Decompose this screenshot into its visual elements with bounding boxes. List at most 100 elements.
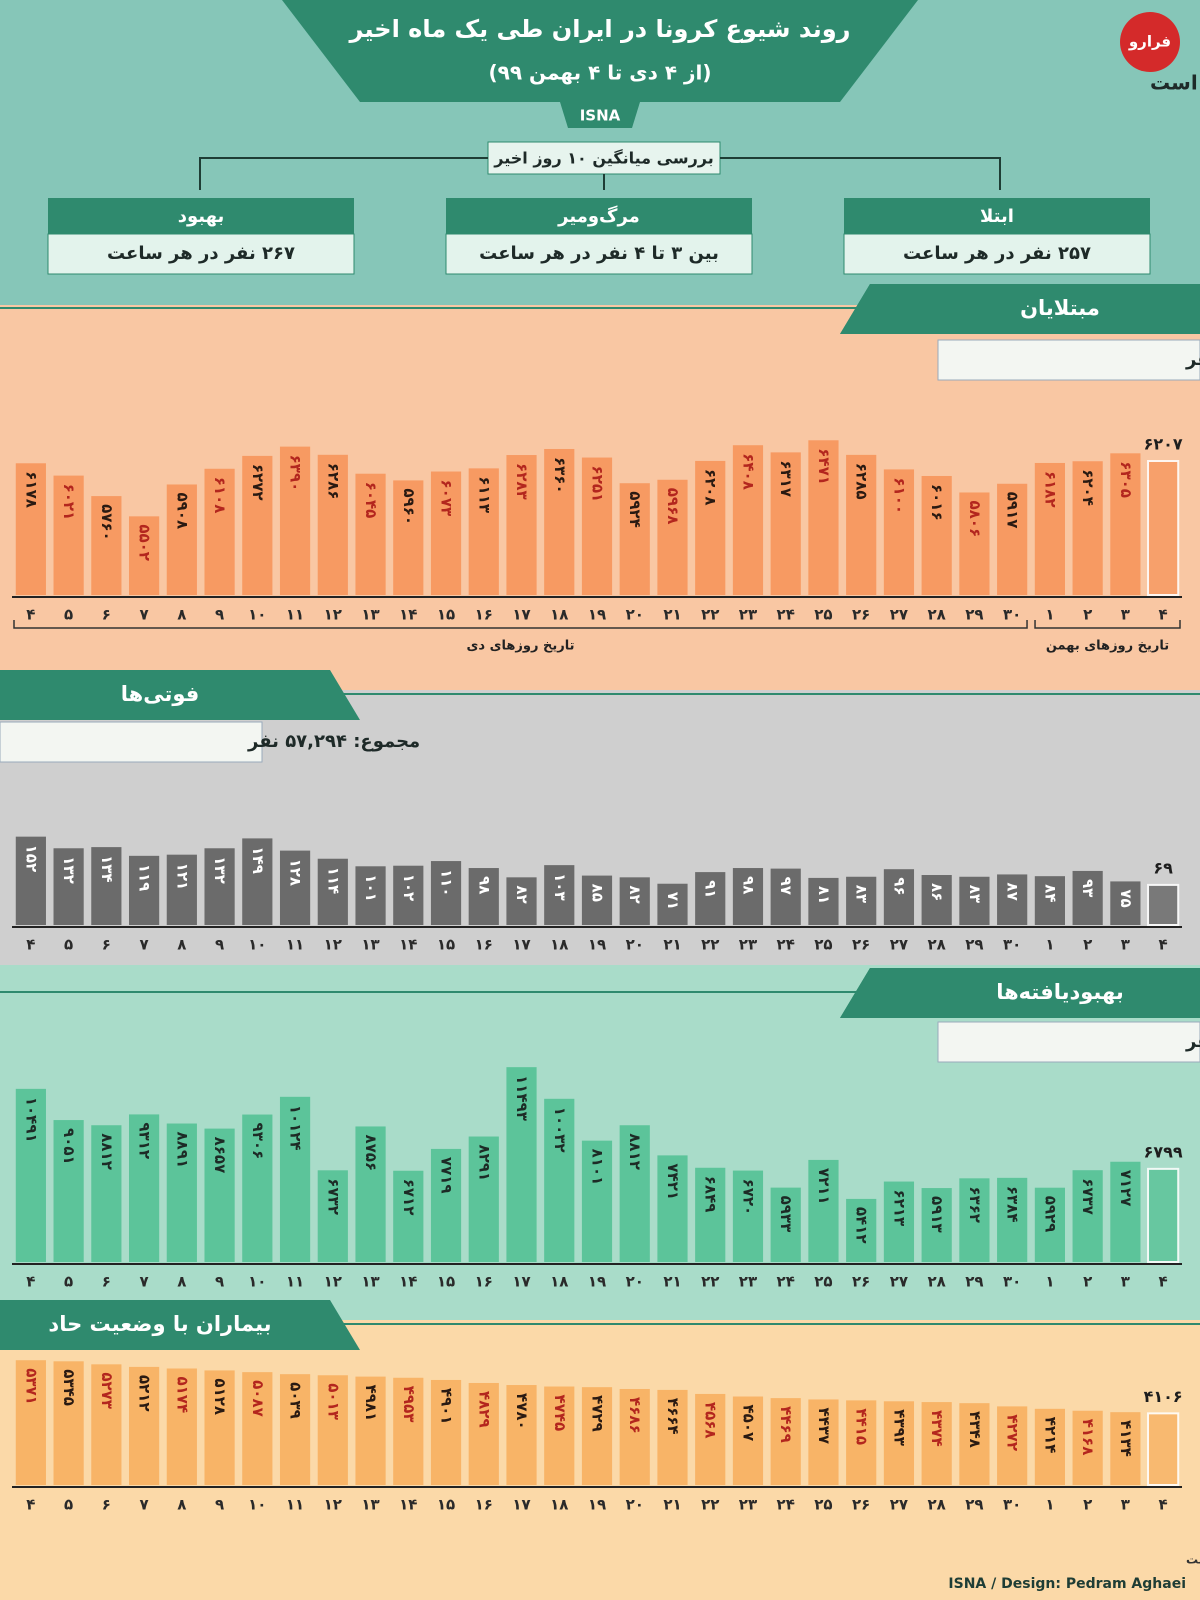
bar (1034, 876, 1065, 925)
value-label: ۴۴۱۵ (853, 1408, 871, 1445)
x-tick-label: ۲۴ (777, 606, 795, 624)
value-label: ۶۰۴۵ (362, 482, 380, 519)
bar (91, 496, 122, 595)
value-label: ۱۰۰۳۲ (551, 1107, 569, 1153)
bar (166, 1123, 197, 1262)
bar (430, 471, 462, 595)
value-label: ۶۳۶۲ (966, 1186, 984, 1223)
value-label: ۴۶۶۴ (664, 1398, 682, 1435)
x-tick-label: ۴ (26, 1273, 35, 1291)
x-tick-label: ۵ (64, 1273, 73, 1291)
title-banner (282, 0, 918, 102)
summary-box: مرگ‌ومیر بین ۳ تا ۴ نفر در هر ساعت (445, 198, 753, 275)
x-tick-label: ۱۹ (588, 1273, 606, 1291)
x-tick-label: ۱۶ (475, 606, 493, 624)
value-label: ۶۲۰۴ (1079, 469, 1097, 506)
x-tick-label: ۲۲ (701, 606, 719, 624)
x-tick-label: ۲۵ (814, 936, 832, 954)
value-label: ۱۱۴۹۳ (513, 1075, 531, 1121)
value-label: ۴۲۷۲ (1004, 1414, 1022, 1451)
value-label: ۵۷۶۰ (98, 504, 116, 541)
bar (53, 848, 84, 925)
value-label: ۸۶۵۷ (211, 1137, 229, 1174)
bar (1034, 462, 1065, 595)
chart: مبتلایان مجموع: ۱,۳۶۷,۰۳۲ نفر ۴ ۶۱۷۸ ۵ ۶۰۲۱ ۶ ۵… (0, 284, 1200, 654)
x-tick-label: ۱۷ (512, 1496, 530, 1514)
logo-badge (1120, 12, 1180, 72)
value-label: ۶۷۹۹ (1144, 1142, 1183, 1161)
value-label: ۵۱۷۴ (173, 1376, 191, 1413)
x-tick-label: ۲۲ (701, 1273, 719, 1291)
x-tick-label: ۱۸ (550, 936, 568, 954)
bar (997, 1406, 1028, 1485)
bar (657, 1155, 688, 1262)
value-label: ۸۷۵۶ (362, 1134, 380, 1171)
section-title: مبتلایان (1020, 296, 1100, 320)
bar (581, 1140, 613, 1262)
bar (129, 855, 160, 925)
bar (506, 455, 537, 595)
x-tick-label: ۶ (102, 1273, 111, 1291)
value-label: ۴۹۰۱ (438, 1388, 456, 1425)
value-label: ۶۴۷۱ (815, 448, 833, 485)
bar (166, 1368, 197, 1485)
value-label: ۶۱۸۲ (1041, 471, 1059, 508)
value-label: ۵۹۶۸ (664, 488, 682, 525)
x-tick-label: ۱۱ (286, 1496, 304, 1514)
bar (242, 455, 273, 595)
bar (1072, 1410, 1103, 1485)
bar (279, 1374, 311, 1485)
x-tick-label: ۲۴ (777, 1273, 795, 1291)
value-label: ۴۷۲۹ (589, 1395, 607, 1432)
x-tick-label: ۱۴ (399, 1496, 417, 1514)
bar (317, 1170, 348, 1262)
bar (279, 850, 311, 925)
bar (1110, 1161, 1141, 1262)
x-tick-label: ۸ (177, 606, 186, 624)
x-tick-label: ۲۹ (965, 936, 983, 954)
x-tick-label: ۹ (215, 1496, 224, 1514)
x-tick-label: ۹ (215, 606, 224, 624)
bar (468, 468, 499, 595)
bar (1147, 1412, 1180, 1487)
bar (619, 877, 650, 925)
bar (15, 463, 46, 595)
x-tick-label: ۱ (1045, 1273, 1054, 1291)
bar (732, 1170, 764, 1262)
x-tick-label: ۳ (1121, 1496, 1130, 1514)
x-tick-label: ۴ (1159, 936, 1168, 954)
x-tick-label: ۴ (1159, 1496, 1168, 1514)
bar (581, 1387, 613, 1485)
bar (695, 460, 726, 595)
x-tick-label: ۸ (177, 1496, 186, 1514)
bar (808, 877, 839, 925)
bar (15, 1088, 46, 1262)
bar (959, 492, 990, 595)
bar (468, 1136, 499, 1262)
bar (430, 1148, 462, 1262)
x-tick-label: ۱۷ (512, 1273, 530, 1291)
bar (129, 1366, 160, 1485)
value-label: ۷۲۱۱ (815, 1168, 833, 1205)
bar (657, 479, 688, 595)
x-tick-label: ۱۹ (588, 606, 606, 624)
value-label: ۷۷۱۹ (438, 1157, 456, 1194)
x-tick-label: ۹ (215, 936, 224, 954)
bar (997, 1177, 1028, 1262)
value-label: ۱۱۰ (438, 869, 456, 896)
value-label: ۶۷۱۲ (400, 1179, 418, 1216)
value-label: ۶۹ (1153, 858, 1173, 877)
bar (15, 1360, 46, 1485)
x-tick-label: ۱۳ (361, 1273, 379, 1291)
connector (720, 157, 1001, 190)
group-bracket (13, 620, 1028, 629)
bar (166, 854, 197, 925)
bar (581, 457, 613, 595)
bar (959, 1403, 990, 1485)
x-tick-label: ۱۴ (399, 1273, 417, 1291)
x-tick-label: ۱۱ (286, 606, 304, 624)
x-tick-label: ۱۹ (588, 1496, 606, 1514)
bar (91, 847, 122, 925)
x-tick-label: ۳۰ (1003, 1496, 1021, 1514)
